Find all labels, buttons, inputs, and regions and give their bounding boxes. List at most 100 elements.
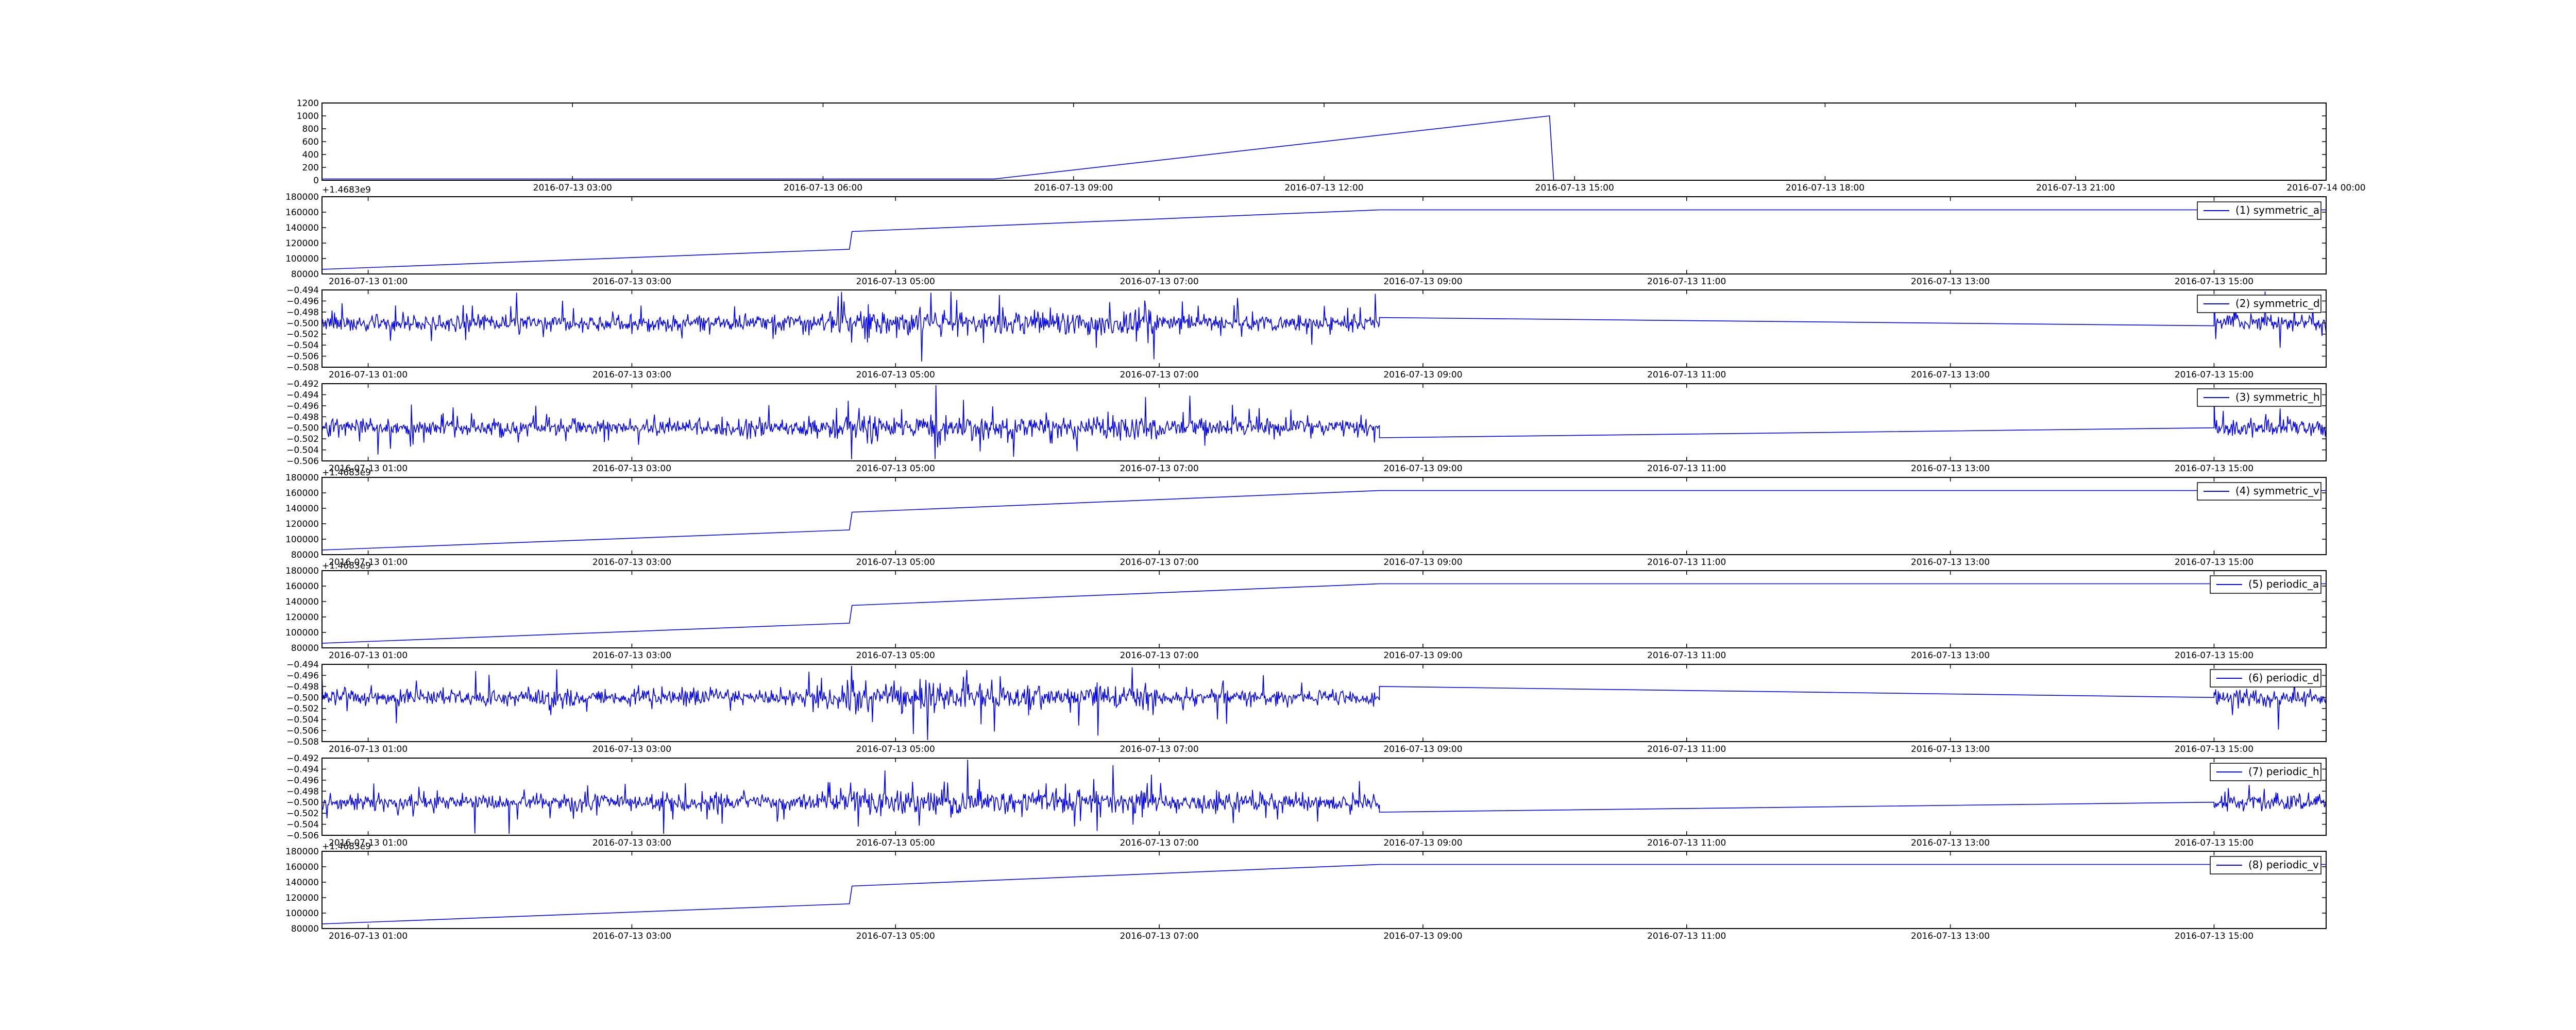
x-tick-label: 2016-07-13 09:00: [1383, 838, 1462, 848]
x-tick-label: 2016-07-13 07:00: [1120, 838, 1198, 848]
y-tick-label: 800: [302, 124, 319, 134]
x-tick-label: 2016-07-13 07:00: [1120, 464, 1198, 474]
x-tick-label: 2016-07-13 11:00: [1647, 931, 1726, 941]
y-tick-label: 80000: [291, 550, 319, 560]
x-tick-label: 2016-07-13 05:00: [856, 277, 935, 287]
x-tick-label: 2016-07-13 07:00: [1120, 557, 1198, 568]
legend-label: (3) symmetric_h: [2235, 391, 2320, 403]
y-tick-label: −0.498: [286, 786, 319, 797]
x-tick-label: 2016-07-13 01:00: [329, 650, 408, 661]
y-tick-label: 140000: [285, 878, 319, 888]
x-tick-label: 2016-07-13 09:00: [1383, 650, 1462, 661]
y-tick-label: 180000: [285, 566, 319, 576]
y-tick-label: −0.500: [286, 318, 319, 329]
x-tick-label: 2016-07-13 05:00: [856, 464, 935, 474]
x-tick-label: 2016-07-13 13:00: [1911, 277, 1990, 287]
y-tick-label: 100000: [285, 628, 319, 638]
x-tick-label: 2016-07-13 18:00: [1786, 183, 1865, 193]
y-tick-label: 100000: [285, 908, 319, 919]
legend: (6) periodic_d: [2210, 669, 2321, 688]
x-tick-label: 2016-07-13 03:00: [592, 744, 671, 754]
legend-label: (5) periodic_a: [2248, 578, 2319, 590]
x-tick-label: 2016-07-13 11:00: [1647, 277, 1726, 287]
x-tick-label: 2016-07-13 03:00: [533, 183, 612, 193]
x-tick-label: 2016-07-13 03:00: [592, 838, 671, 848]
x-tick-label: 2016-07-13 11:00: [1647, 650, 1726, 661]
x-tick-label: 2016-07-13 15:00: [1535, 183, 1614, 193]
x-tick-label: 2016-07-13 01:00: [329, 931, 408, 941]
y-tick-label: −0.502: [286, 809, 319, 819]
series-line-sym_v: [321, 490, 2326, 551]
legend: (7) periodic_h: [2210, 763, 2321, 781]
x-tick-label: 2016-07-13 13:00: [1911, 464, 1990, 474]
legend-label: (1) symmetric_a: [2235, 204, 2319, 216]
axes-frame: [321, 289, 2327, 368]
x-tick-label: 2016-07-13 03:00: [592, 277, 671, 287]
x-tick-label: 2016-07-13 15:00: [2175, 464, 2253, 474]
panel-sym_a: 180000 160000 140000 120000 100000 80000 2016-…: [285, 192, 2327, 287]
legend: (2) symmetric_d: [2197, 295, 2321, 313]
x-tick-label: 2016-07-13 11:00: [1647, 838, 1726, 848]
series-line-sym_h: [321, 385, 2327, 459]
x-tick-label: 2016-07-13 05:00: [856, 370, 935, 380]
x-tick-label: 2016-07-13 09:00: [1034, 183, 1113, 193]
panel-sym_h: −0.492−0.494−0.496−0.498−0.500−0.502−0.5…: [286, 379, 2327, 474]
y-tick-label: 120000: [285, 893, 319, 903]
y-tick-label: 160000: [285, 581, 319, 592]
panel-per_h: −0.492−0.494−0.496−0.498−0.500−0.502−0.5…: [286, 753, 2327, 848]
y-tick-label: −0.504: [286, 820, 319, 830]
y-tick-label: −0.496: [286, 671, 319, 681]
y-tick-label: 120000: [285, 238, 319, 249]
legend: (5) periodic_a: [2210, 575, 2321, 594]
y-tick-label: −0.494: [286, 285, 319, 296]
legend-label: (7) periodic_h: [2248, 765, 2319, 778]
y-tick-label: −0.494: [286, 660, 319, 670]
x-tick-label: 2016-07-13 13:00: [1911, 370, 1990, 380]
y-tick-label: 100000: [285, 535, 319, 545]
x-tick-label: 2016-07-13 11:00: [1647, 744, 1726, 754]
y-tick-label: −0.506: [286, 352, 319, 362]
x-tick-label: 2016-07-13 01:00: [329, 370, 408, 380]
y-tick-label: −0.500: [286, 423, 319, 434]
panel-per_a: 180000 160000 140000 120000 100000 80000 2016-…: [285, 561, 2327, 661]
axes-frame: [321, 851, 2327, 929]
offset-label: +1.4683e9: [322, 468, 371, 478]
y-tick-label: −0.494: [286, 390, 319, 400]
x-tick-label: 2016-07-13 03:00: [592, 931, 671, 941]
y-tick-label: −0.504: [286, 715, 319, 725]
y-tick-label: 120000: [285, 612, 319, 623]
y-tick-label: −0.498: [286, 682, 319, 692]
panel-sym_v: 180000 160000 140000 120000 100000 80000 2016-…: [285, 468, 2327, 568]
y-tick-label: 180000: [285, 847, 319, 857]
y-tick-label: 140000: [285, 597, 319, 607]
y-tick-label: −0.502: [286, 330, 319, 340]
y-tick-label: 160000: [285, 488, 319, 499]
x-tick-label: 2016-07-13 12:00: [1284, 183, 1363, 193]
y-tick-label: −0.496: [286, 776, 319, 786]
x-tick-label: 2016-07-13 07:00: [1120, 370, 1198, 380]
legend: (1) symmetric_a: [2197, 201, 2321, 220]
x-tick-label: 2016-07-13 05:00: [856, 557, 935, 568]
y-tick-label: −0.508: [286, 737, 319, 747]
x-tick-label: 2016-07-13 13:00: [1911, 650, 1990, 661]
legend-label: (2) symmetric_d: [2235, 297, 2320, 310]
x-tick-label: 2016-07-13 03:00: [592, 370, 671, 380]
x-tick-label: 2016-07-14 00:00: [2286, 183, 2365, 193]
axes-frame: [321, 383, 2327, 461]
x-tick-label: 2016-07-13 09:00: [1383, 464, 1462, 474]
series-line-sym_d: [321, 291, 2327, 362]
y-tick-label: −0.498: [286, 412, 319, 422]
x-tick-label: 2016-07-13 15:00: [2175, 744, 2253, 754]
legend-label: (4) symmetric_v: [2235, 485, 2319, 497]
y-tick-label: 1200: [297, 98, 319, 109]
y-tick-label: −0.502: [286, 434, 319, 444]
offset-label: +1.4683e9: [322, 185, 371, 195]
y-tick-label: −0.498: [286, 307, 319, 318]
x-tick-label: 2016-07-13 03:00: [592, 557, 671, 568]
x-tick-label: 2016-07-13 13:00: [1911, 744, 1990, 754]
y-tick-label: −0.492: [286, 753, 319, 764]
x-tick-label: 2016-07-13 15:00: [2175, 838, 2253, 848]
y-tick-label: −0.506: [286, 831, 319, 841]
x-tick-label: 2016-07-13 11:00: [1647, 370, 1726, 380]
